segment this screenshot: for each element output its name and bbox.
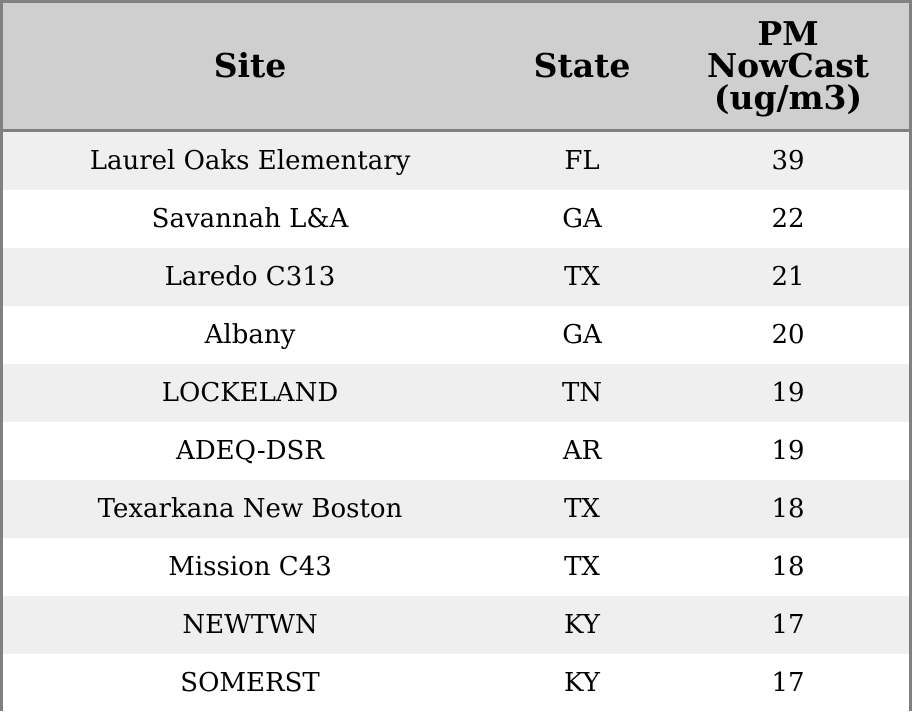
site-cell: Mission C43 — [168, 552, 332, 582]
state-cell: TX — [564, 494, 600, 524]
state-cell: AR — [562, 436, 602, 466]
pm-value-cell: 21 — [771, 262, 805, 292]
table-row: ADEQ-DSR AR 19 — [3, 422, 909, 480]
table-body: Laurel Oaks Elementary FL 39 Savannah L&… — [3, 132, 909, 712]
pm-value-cell: 39 — [771, 146, 805, 176]
pm-value-cell: 22 — [771, 204, 805, 234]
pm-value-cell: 20 — [771, 320, 805, 350]
state-cell: GA — [562, 204, 602, 234]
header-state-label: State — [533, 46, 631, 85]
state-cell: KY — [564, 610, 600, 640]
site-cell: Savannah L&A — [151, 204, 349, 234]
table-header-row: Site State PM NowCast (ug/m3) — [3, 3, 909, 132]
site-cell: SOMERST — [180, 668, 320, 698]
pm-value-cell: 18 — [771, 552, 805, 582]
header-cell-site: Site — [3, 3, 497, 129]
state-cell: TN — [561, 378, 603, 408]
table-row: Laredo C313 TX 21 — [3, 248, 909, 306]
site-cell: LOCKELAND — [161, 378, 339, 408]
header-pm-line-1: PM — [757, 14, 819, 53]
table-row: Laurel Oaks Elementary FL 39 — [3, 132, 909, 190]
pm-value-cell: 18 — [771, 494, 805, 524]
site-cell: ADEQ-DSR — [176, 436, 324, 466]
header-pm-line-3: (ug/m3) — [713, 78, 863, 117]
state-cell: KY — [564, 668, 600, 698]
pm-value-cell: 17 — [771, 610, 805, 640]
header-pm-label: PM NowCast (ug/m3) — [706, 14, 870, 117]
table-row: Mission C43 TX 18 — [3, 538, 909, 596]
site-cell: Laredo C313 — [164, 262, 336, 292]
header-pm-line-2: NowCast — [706, 46, 870, 85]
pm-value-cell: 17 — [771, 668, 805, 698]
header-site-label: Site — [213, 46, 287, 85]
table-row: SOMERST KY 17 — [3, 654, 909, 712]
table-row: LOCKELAND TN 19 — [3, 364, 909, 422]
header-cell-state: State — [497, 3, 667, 129]
state-cell: TX — [564, 552, 600, 582]
state-cell: GA — [562, 320, 602, 350]
header-cell-pm-nowcast: PM NowCast (ug/m3) — [667, 3, 909, 129]
table-row: Albany GA 20 — [3, 306, 909, 364]
site-cell: Texarkana New Boston — [97, 494, 403, 524]
table-row: Savannah L&A GA 22 — [3, 190, 909, 248]
table-row: Texarkana New Boston TX 18 — [3, 480, 909, 538]
pm-value-cell: 19 — [771, 378, 805, 408]
pm-value-cell: 19 — [771, 436, 805, 466]
state-cell: TX — [564, 262, 600, 292]
site-cell: Albany — [204, 320, 296, 350]
state-cell: FL — [564, 146, 600, 176]
table-row: NEWTWN KY 17 — [3, 596, 909, 654]
site-cell: NEWTWN — [182, 610, 318, 640]
site-cell: Laurel Oaks Elementary — [89, 146, 411, 176]
